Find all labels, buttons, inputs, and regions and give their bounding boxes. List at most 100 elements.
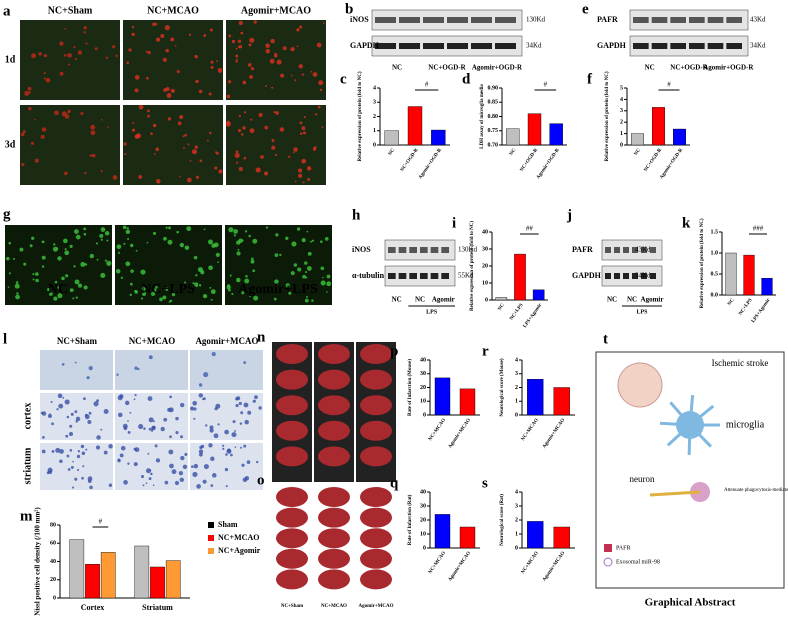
image-detail bbox=[288, 291, 292, 295]
image-detail bbox=[27, 86, 32, 91]
image-detail bbox=[107, 126, 109, 128]
image-detail bbox=[238, 167, 243, 172]
image-detail bbox=[321, 126, 324, 129]
image-detail bbox=[73, 46, 76, 49]
image-detail bbox=[235, 404, 239, 408]
y-tick-label: 0 bbox=[515, 412, 518, 418]
panel-letter: f bbox=[587, 71, 593, 87]
blot-band bbox=[623, 247, 629, 253]
image-detail bbox=[251, 257, 254, 261]
label: Agomir+OGD-R bbox=[703, 64, 754, 72]
image-detail bbox=[318, 80, 324, 86]
legend-label: Sham bbox=[218, 520, 238, 529]
image-detail bbox=[244, 476, 250, 481]
image-detail bbox=[210, 484, 214, 488]
label: NC+OGD-R bbox=[428, 64, 466, 72]
x-tick-label: NC bbox=[388, 148, 396, 157]
blot-band bbox=[375, 43, 396, 49]
image-detail bbox=[141, 291, 147, 296]
image-detail bbox=[217, 261, 219, 263]
x-tick-label: LPS+Agomir bbox=[751, 297, 772, 324]
image-detail bbox=[249, 37, 255, 43]
image-detail bbox=[140, 269, 146, 275]
image-detail bbox=[41, 265, 45, 268]
label: LPS bbox=[426, 309, 438, 315]
image-detail bbox=[87, 420, 92, 425]
image-detail bbox=[150, 132, 153, 136]
image-detail bbox=[126, 61, 130, 65]
bar bbox=[434, 377, 451, 416]
blot-band bbox=[399, 43, 420, 49]
image-detail bbox=[31, 53, 37, 59]
blot-band bbox=[651, 17, 668, 23]
image-detail bbox=[180, 435, 184, 439]
label: NC bbox=[415, 296, 425, 304]
image-detail bbox=[164, 287, 169, 292]
image-detail bbox=[57, 393, 63, 399]
image-detail bbox=[211, 243, 216, 248]
image-detail bbox=[246, 460, 251, 464]
image-detail bbox=[103, 409, 109, 414]
image-detail bbox=[202, 293, 208, 299]
image-detail bbox=[100, 227, 106, 232]
image-detail bbox=[108, 483, 113, 487]
image-detail bbox=[217, 423, 220, 426]
image-detail bbox=[203, 34, 207, 37]
label: NC+LPS bbox=[141, 282, 195, 297]
image bbox=[20, 20, 120, 100]
image-detail bbox=[244, 230, 248, 233]
image-detail bbox=[41, 127, 47, 132]
brain-slice bbox=[318, 528, 350, 549]
image-detail bbox=[80, 112, 84, 116]
y-tick-label: 2 bbox=[515, 517, 518, 523]
image-detail bbox=[140, 297, 144, 300]
image-detail bbox=[235, 60, 238, 63]
image-detail bbox=[100, 170, 103, 173]
image-detail bbox=[224, 467, 229, 472]
image-detail bbox=[116, 244, 122, 250]
image-detail bbox=[195, 79, 199, 84]
image-detail bbox=[77, 283, 83, 288]
image-detail bbox=[326, 291, 328, 293]
significance: # bbox=[99, 518, 103, 526]
brain-slice bbox=[318, 487, 350, 507]
image-detail bbox=[146, 241, 149, 244]
image-detail bbox=[265, 43, 270, 49]
blot-band bbox=[633, 17, 649, 23]
blot-band bbox=[471, 17, 492, 23]
image-detail bbox=[270, 38, 275, 44]
image-detail bbox=[166, 93, 172, 98]
image-detail bbox=[106, 260, 112, 266]
label: Agomir bbox=[432, 296, 455, 304]
image-detail bbox=[265, 226, 269, 229]
image-detail bbox=[210, 456, 215, 462]
image-detail bbox=[63, 171, 68, 176]
image bbox=[40, 443, 113, 490]
x-tick-label: NC+MCAO bbox=[428, 418, 447, 442]
x-tick-label: Agomir+OGD-R bbox=[418, 148, 443, 181]
image-detail bbox=[225, 485, 228, 488]
panel-letter: p bbox=[390, 343, 398, 359]
image-detail bbox=[322, 276, 324, 279]
image-detail bbox=[230, 453, 233, 457]
image-detail bbox=[91, 153, 96, 158]
blot-band bbox=[375, 17, 396, 23]
image-detail bbox=[137, 367, 140, 371]
y-tick-label: 0.90 bbox=[488, 85, 499, 91]
y-tick-label: 2 bbox=[620, 120, 623, 126]
y-tick-label: 30 bbox=[482, 246, 488, 252]
image-detail bbox=[243, 402, 249, 408]
image-detail bbox=[231, 432, 237, 438]
image-detail bbox=[209, 28, 213, 32]
panel-letter: k bbox=[682, 215, 691, 231]
y-tick-label: 0 bbox=[423, 412, 426, 418]
image-detail bbox=[298, 173, 303, 178]
image-detail bbox=[233, 234, 236, 237]
image-detail bbox=[217, 67, 223, 73]
image-detail bbox=[198, 449, 204, 454]
y-tick-label: 80 bbox=[50, 522, 56, 528]
image-detail bbox=[296, 45, 299, 48]
blot-band bbox=[633, 43, 649, 49]
image-detail bbox=[105, 56, 109, 59]
